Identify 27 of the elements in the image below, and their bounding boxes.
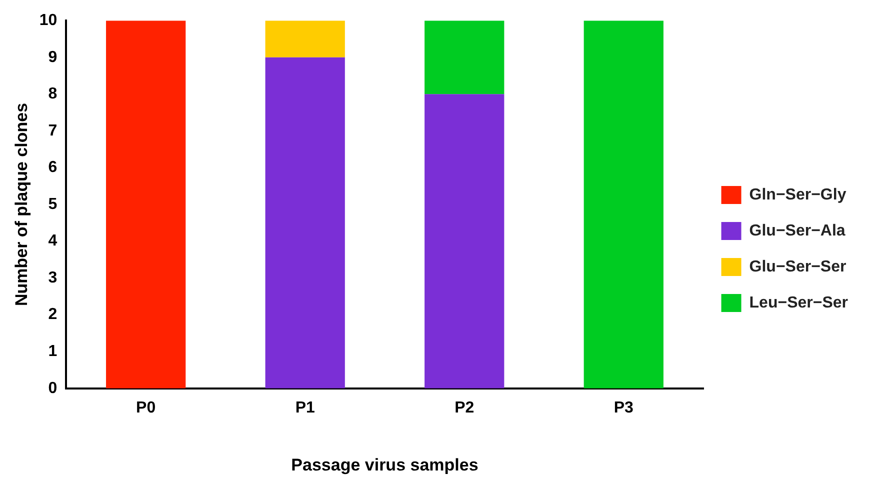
y-tick-label: 9 [48,48,58,66]
y-tick-label: 2 [48,306,58,324]
x-tick-label: P3 [614,399,634,416]
x-tick-label: P1 [295,399,315,416]
y-tick-label: 6 [48,159,58,176]
bar [424,20,504,94]
y-tick-label: 10 [39,12,58,30]
y-tick-label: 7 [48,122,58,140]
legend-label: Glu−Ser−Ser [749,258,846,276]
bar [106,20,186,388]
y-tick-label: 8 [48,86,58,103]
bar [265,20,345,58]
bar [424,94,504,388]
y-tick-label: 5 [48,196,58,213]
y-axis-title: Number of plaque clones [12,102,31,306]
x-tick-label: P0 [136,399,156,416]
y-tick-label: 3 [48,269,58,286]
y-tick-label: 4 [48,232,58,250]
legend-label: Glu−Ser−Ala [749,222,846,240]
y-tick-label: 0 [48,380,58,397]
legend-label: Leu−Ser−Ser [749,294,848,312]
x-tick-label: P2 [454,399,474,416]
x-axis-title: Passage virus samples [291,455,478,474]
bar [265,57,345,388]
legend-label: Gln−Ser−Gly [749,186,846,204]
y-tick-label: 1 [48,343,58,360]
bar [584,20,664,388]
